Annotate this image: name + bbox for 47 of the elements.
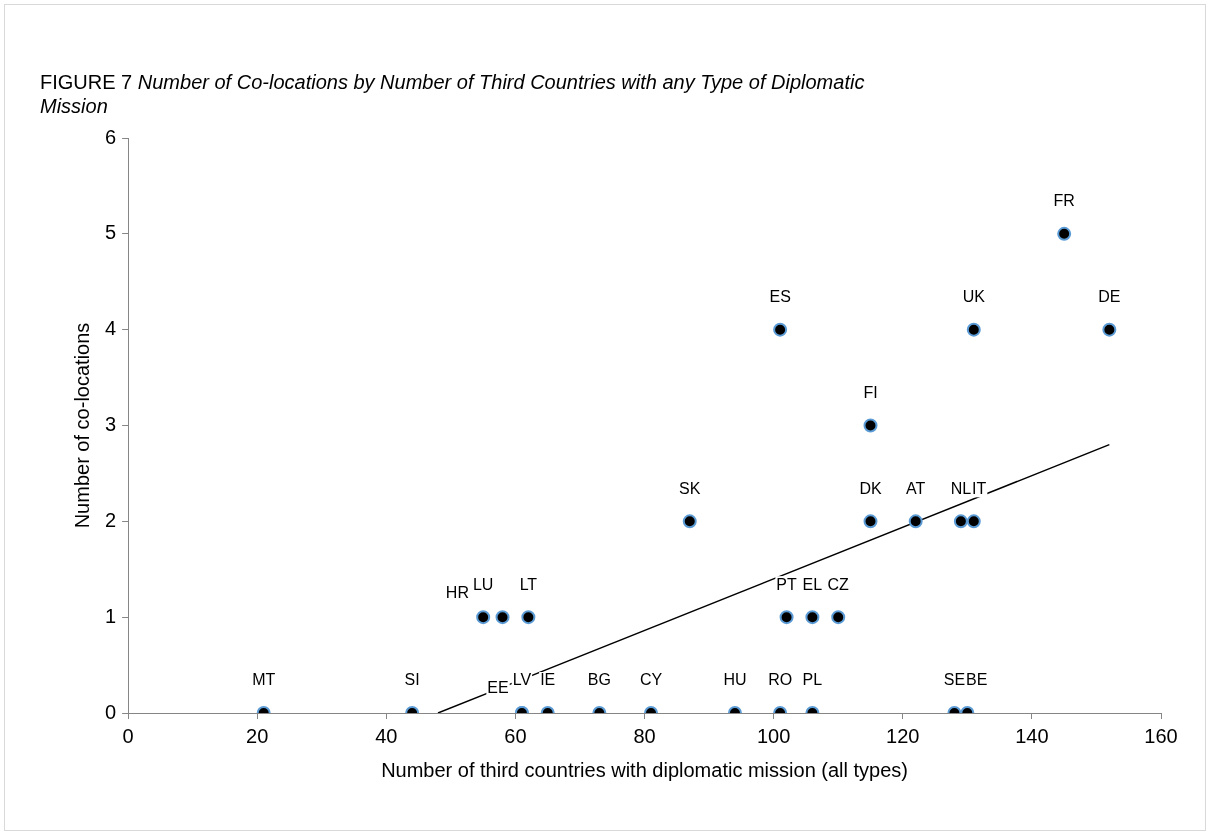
annotation: BG [587,671,611,689]
annotation: PT [776,575,798,593]
annotation: EL [802,575,823,593]
y-axis-title: Number of co-locations [70,322,93,529]
annotation: LV [512,671,532,689]
annotation: IT [972,479,987,497]
annotation: SE [943,671,966,689]
annotation: AT [906,479,926,497]
annotation: EE [487,679,509,697]
annotation: MT [252,671,276,689]
annotation: RO [768,671,793,689]
annotation: SK [679,479,701,497]
annotation: NL [950,479,972,497]
annotation: DK [859,479,882,497]
x-tick-label: 20 [246,724,269,747]
annotation: FI [863,383,878,401]
annotation: FR [1053,192,1075,210]
annotation: CY [639,671,663,689]
annotation: LU [472,575,494,593]
x-tick-label: 80 [633,724,656,747]
x-tick-label: 40 [375,724,398,747]
x-tick-label: 0 [122,724,134,747]
y-tick-label: 3 [105,413,117,436]
annotation: PL [802,671,823,689]
x-axis-title: Number of third countries with diplomatic mission (all types) [381,758,908,781]
annotation: IE [540,671,556,689]
annotation: SI [404,671,420,689]
y-tick-label: 0 [105,700,117,723]
annotation: BE [966,671,988,689]
y-tick-label: 6 [105,125,117,148]
annotation: HR [445,583,469,601]
y-tick-label: 4 [105,317,117,340]
annotation: ES [769,288,791,306]
annotation: LT [519,575,538,593]
y-tick-label: 1 [105,604,117,627]
x-tick-label: 120 [886,724,920,747]
x-tick-label: 140 [1015,724,1049,747]
y-tick-label: 5 [105,221,117,244]
x-tick-label: 60 [504,724,527,747]
annotation: DE [1098,288,1121,306]
annotation: HU [723,671,747,689]
annotation: UK [962,288,986,306]
x-tick-label: 160 [1144,724,1178,747]
y-tick-label: 2 [105,508,117,531]
x-tick-label: 100 [756,724,791,747]
annotation: CZ [827,575,850,593]
chart-title: FIGURE 7 Number of Co-locations by Number of Third Countries with any Type of Diplomatic Mission [40,71,865,117]
